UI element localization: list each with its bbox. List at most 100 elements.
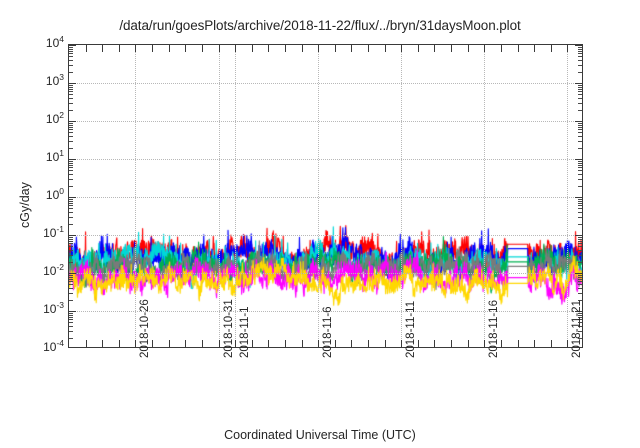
y-tick-minor bbox=[69, 205, 73, 207]
x-tick-major bbox=[401, 340, 403, 347]
x-tick-major bbox=[251, 340, 253, 347]
y-tick-minor bbox=[69, 274, 73, 276]
x-tick-major bbox=[517, 340, 519, 347]
y-tick-label: 10-2 bbox=[43, 262, 64, 278]
x-tick-major bbox=[434, 45, 436, 52]
y-tick-label: 104 bbox=[45, 34, 64, 50]
y-tick-label: 103 bbox=[45, 72, 64, 88]
y-tick-minor bbox=[578, 147, 582, 149]
y-tick-minor bbox=[578, 53, 582, 55]
y-tick-minor bbox=[69, 243, 73, 245]
x-tick-major bbox=[417, 45, 419, 52]
y-tick-minor bbox=[578, 236, 582, 238]
y-tick-label: 10-3 bbox=[43, 300, 64, 316]
y-tick-minor bbox=[69, 288, 73, 290]
y-tick-minor bbox=[69, 122, 73, 124]
y-tick-minor bbox=[69, 319, 73, 321]
y-tick-minor bbox=[69, 185, 73, 187]
x-tick-major bbox=[235, 45, 237, 52]
x-tick-label: 2018-11-21 bbox=[571, 300, 584, 358]
y-tick-minor bbox=[578, 284, 582, 286]
y-tick-major bbox=[69, 235, 76, 236]
y-tick-minor bbox=[578, 94, 582, 96]
y-tick-minor bbox=[69, 147, 73, 149]
y-tick-major bbox=[69, 159, 76, 160]
x-tick-major bbox=[368, 45, 370, 52]
y-tick-minor bbox=[69, 126, 73, 128]
y-tick-minor bbox=[578, 86, 582, 88]
y-tick-minor bbox=[69, 86, 73, 88]
y-tick-minor bbox=[69, 236, 73, 238]
page-title: /data/run/goesPlots/archive/2018-11-22/f… bbox=[119, 18, 521, 33]
y-tick-minor bbox=[578, 60, 582, 62]
y-tick-minor bbox=[578, 170, 582, 172]
y-tick-minor bbox=[69, 322, 73, 324]
y-tick-minor bbox=[69, 312, 73, 314]
y-tick-minor bbox=[578, 185, 582, 187]
y-tick-minor bbox=[578, 167, 582, 169]
x-tick-major bbox=[451, 45, 453, 52]
x-tick-major bbox=[550, 45, 552, 52]
x-tick-major bbox=[451, 340, 453, 347]
x-tick-major bbox=[484, 45, 486, 52]
y-tick-minor bbox=[69, 91, 73, 93]
y-tick-minor bbox=[69, 109, 73, 111]
x-tick-major bbox=[567, 45, 569, 52]
x-tick-major bbox=[235, 340, 237, 347]
x-tick-major bbox=[334, 45, 336, 52]
y-tick-minor bbox=[69, 240, 73, 242]
y-tick-label: 101 bbox=[45, 148, 64, 164]
y-tick-minor bbox=[578, 162, 582, 164]
y-tick-minor bbox=[69, 292, 73, 294]
y-tick-minor bbox=[578, 46, 582, 48]
y-tick-minor bbox=[69, 254, 73, 256]
y-tick-minor bbox=[578, 88, 582, 90]
y-tick-minor bbox=[578, 330, 582, 332]
y-tick-minor bbox=[69, 238, 73, 240]
y-tick-minor bbox=[578, 71, 582, 73]
x-tick-major bbox=[284, 45, 286, 52]
y-tick-minor bbox=[578, 312, 582, 314]
y-tick-minor bbox=[578, 299, 582, 301]
x-tick-major bbox=[168, 45, 170, 52]
y-tick-minor bbox=[69, 136, 73, 138]
x-tick-major bbox=[517, 45, 519, 52]
y-tick-minor bbox=[578, 136, 582, 138]
x-tick-major bbox=[318, 45, 320, 52]
y-tick-minor bbox=[578, 316, 582, 318]
x-tick-major bbox=[218, 340, 220, 347]
y-tick-minor bbox=[69, 178, 73, 180]
y-tick-minor bbox=[578, 200, 582, 202]
x-tick-major bbox=[118, 340, 120, 347]
y-tick-minor bbox=[69, 278, 73, 280]
y-tick-minor bbox=[578, 178, 582, 180]
x-tick-major bbox=[85, 340, 87, 347]
y-tick-minor bbox=[578, 288, 582, 290]
y-tick-minor bbox=[69, 124, 73, 126]
y-tick-minor bbox=[578, 91, 582, 93]
y-tick-minor bbox=[578, 292, 582, 294]
y-tick-minor bbox=[69, 330, 73, 332]
y-tick-minor bbox=[69, 50, 73, 52]
x-tick-major bbox=[500, 340, 502, 347]
x-tick-major bbox=[268, 340, 270, 347]
y-tick-minor bbox=[578, 122, 582, 124]
x-tick-major bbox=[152, 340, 154, 347]
y-tick-minor bbox=[578, 84, 582, 86]
y-tick-major bbox=[575, 235, 582, 236]
y-tick-minor bbox=[69, 316, 73, 318]
y-tick-major bbox=[575, 197, 582, 198]
y-tick-minor bbox=[69, 208, 73, 210]
y-tick-minor bbox=[578, 198, 582, 200]
y-tick-minor bbox=[578, 129, 582, 131]
y-tick-minor bbox=[578, 64, 582, 66]
y-tick-label: 100 bbox=[45, 186, 64, 202]
y-tick-minor bbox=[578, 126, 582, 128]
y-tick-minor bbox=[69, 202, 73, 204]
y-tick-minor bbox=[69, 281, 73, 283]
y-tick-minor bbox=[578, 243, 582, 245]
y-tick-minor bbox=[69, 132, 73, 134]
x-tick-major bbox=[401, 45, 403, 52]
y-tick-minor bbox=[578, 240, 582, 242]
y-tick-minor bbox=[69, 164, 73, 166]
